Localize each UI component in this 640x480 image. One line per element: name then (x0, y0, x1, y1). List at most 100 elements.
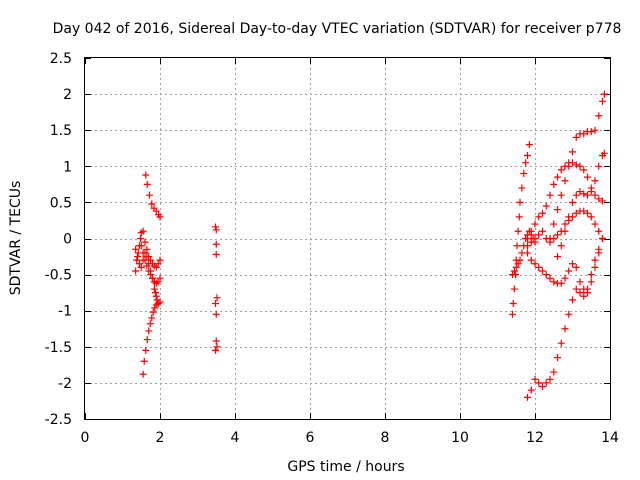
data-point (587, 278, 595, 286)
data-point (550, 180, 558, 188)
data-point (595, 227, 603, 235)
data-point (557, 339, 565, 347)
data-point (580, 207, 588, 215)
data-point (153, 296, 161, 304)
data-point (154, 260, 162, 268)
data-point (561, 177, 569, 185)
data-point (139, 249, 147, 257)
data-point (539, 227, 546, 235)
data-point (587, 188, 595, 196)
data-point (156, 213, 164, 221)
data-point (527, 256, 535, 264)
data-point (531, 235, 539, 242)
data-point (524, 151, 531, 159)
x-tick-label: 0 (81, 430, 90, 446)
data-point (572, 191, 580, 199)
data-point (134, 253, 141, 261)
data-point (524, 393, 531, 401)
series-arc-H (509, 141, 533, 318)
y-tick-label: -2 (58, 376, 72, 392)
data-point (557, 279, 565, 287)
data-point (599, 235, 606, 242)
data-point (557, 242, 565, 250)
data-point (546, 191, 554, 199)
data-point (531, 260, 539, 268)
data-point (535, 213, 543, 221)
data-point (154, 278, 162, 286)
data-point (515, 213, 523, 221)
data-point (524, 242, 531, 250)
data-point (591, 191, 599, 199)
data-point (539, 267, 546, 275)
data-point (154, 299, 162, 307)
data-point (569, 296, 576, 304)
data-point (535, 231, 543, 239)
data-point (213, 294, 221, 302)
data-point (133, 256, 141, 264)
series-arc-M (524, 235, 606, 401)
data-point (572, 133, 580, 141)
plot-frame (84, 57, 611, 420)
series-arc-O (554, 149, 608, 261)
data-point (513, 242, 521, 250)
data-point (509, 271, 516, 279)
data-point (595, 195, 603, 203)
y-tick-label: 2.5 (50, 51, 72, 67)
data-point (510, 285, 518, 293)
data-point (132, 267, 140, 275)
data-point (600, 149, 608, 157)
y-axis-label: SDTVAR / TECUs (8, 181, 24, 296)
series-arc-I (509, 227, 539, 279)
y-tick-label: 0.5 (50, 195, 72, 211)
data-point (514, 260, 522, 268)
data-point (527, 227, 535, 235)
y-tick-label: 1.5 (50, 123, 72, 139)
data-point (595, 162, 603, 170)
data-point (141, 256, 149, 264)
data-point (576, 188, 584, 196)
data-point (212, 346, 219, 354)
data-point (550, 220, 558, 228)
data-point (524, 249, 531, 257)
data-point (531, 220, 539, 228)
x-tick-label: 14 (601, 430, 619, 446)
data-point (518, 184, 526, 192)
data-point (139, 227, 147, 235)
data-point (139, 370, 147, 378)
x-tick-label: 4 (231, 430, 240, 446)
data-point (142, 346, 150, 354)
data-point (542, 379, 550, 387)
data-point (591, 263, 599, 271)
data-point (546, 375, 554, 383)
y-tick-label: 2 (63, 87, 72, 103)
data-point (212, 310, 220, 318)
data-point (580, 166, 588, 174)
data-point (525, 141, 533, 149)
data-point (510, 267, 518, 275)
data-point (143, 336, 151, 344)
data-point (212, 250, 220, 258)
data-point (576, 278, 584, 286)
data-point (591, 177, 599, 185)
data-point (152, 289, 159, 297)
y-tick-label: 1 (63, 159, 72, 175)
data-point (148, 200, 156, 208)
x-tick-label: 8 (381, 430, 390, 446)
data-point (587, 128, 595, 136)
data-point (550, 368, 558, 376)
data-point (569, 148, 576, 156)
y-tick-label: -0.5 (45, 268, 72, 284)
y-tick-label: -2.5 (45, 412, 72, 428)
series-arc-K (524, 207, 606, 250)
data-point (512, 263, 520, 271)
data-point (152, 263, 160, 271)
data-point (576, 289, 584, 297)
data-point (509, 299, 517, 307)
data-point (212, 240, 220, 248)
data-point (572, 161, 580, 169)
data-point (572, 285, 580, 293)
data-point (152, 292, 160, 300)
data-point (524, 235, 531, 242)
series-arc-F (150, 285, 162, 307)
data-point (132, 245, 140, 253)
